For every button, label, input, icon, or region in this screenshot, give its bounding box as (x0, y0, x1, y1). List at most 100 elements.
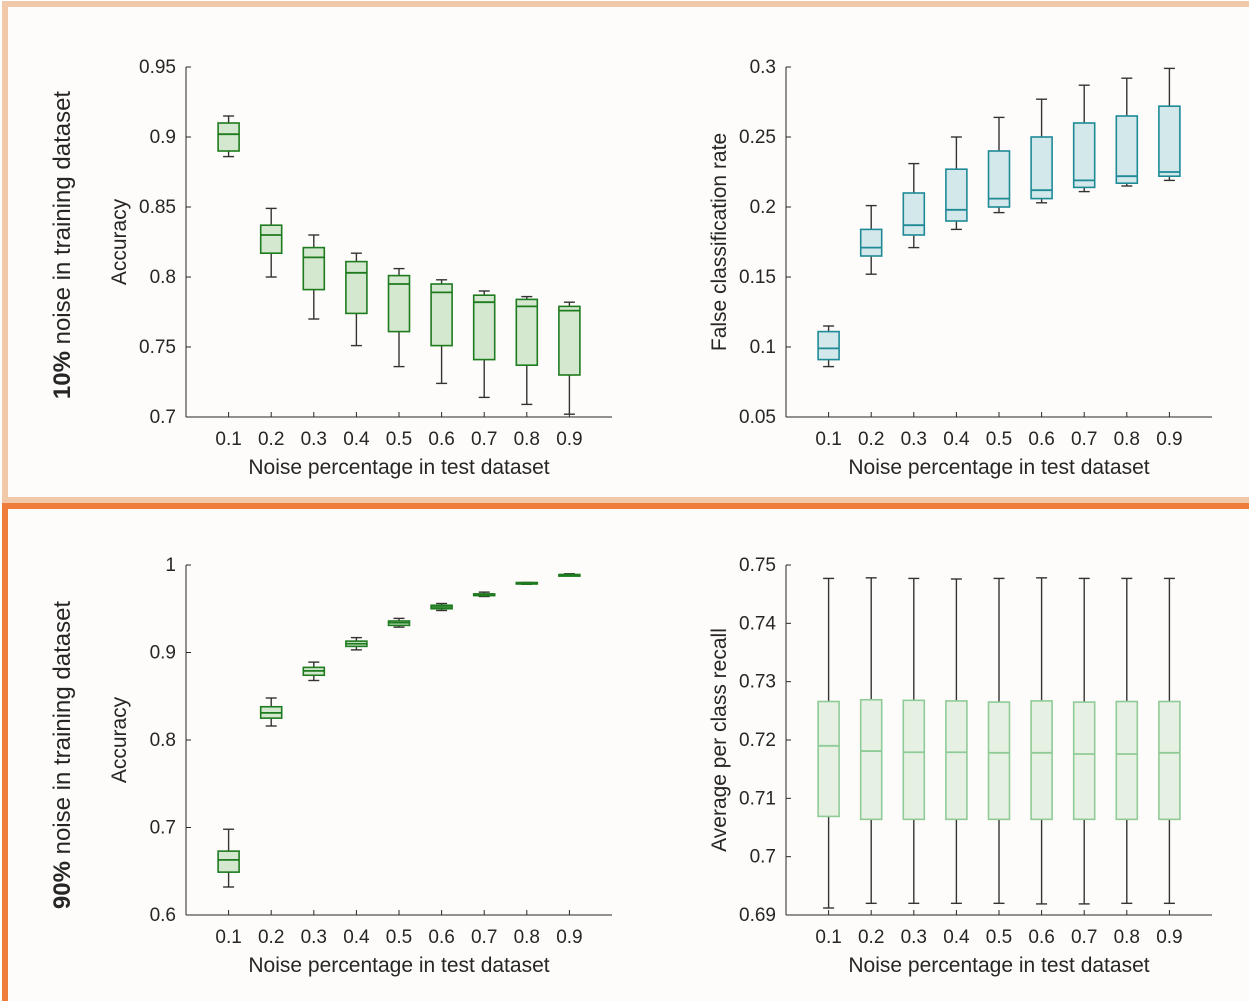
x-tick-label: 0.5 (986, 927, 1012, 948)
box-iqr (217, 122, 240, 152)
accuracy-boxplot-90pct: 0.6 0.7 0.8 0.9 1 0.1 0.2 0.3 0.4 0.5 0.6 0.7 0.8 0.9… (108, 555, 612, 977)
box-iqr (902, 192, 926, 236)
box-0.8 (515, 581, 539, 585)
y-tick-label: 0.95 (139, 57, 176, 78)
row-panel-bottom: 90% noise in training dataset (2, 503, 1249, 1001)
x-tick-label: 0.7 (1071, 429, 1097, 450)
box-0.2 (259, 697, 283, 727)
box-0.7 (472, 591, 496, 598)
x-tick-label: 0.1 (815, 927, 841, 948)
y-tick-label: 0.85 (139, 197, 176, 218)
box-iqr (859, 228, 883, 257)
x-tick-label: 0.2 (258, 927, 284, 948)
box-iqr (1115, 115, 1139, 184)
x-axis-title: Noise percentage in test dataset (248, 954, 549, 977)
box-0.8 (515, 295, 539, 406)
y-tick-label: 0.75 (139, 337, 176, 358)
x-tick-label: 0.7 (471, 927, 497, 948)
box-0.3 (902, 162, 926, 249)
box-iqr (558, 305, 581, 376)
y-tick-label: 0.74 (739, 613, 776, 634)
row-label-top: 10% noise in training dataset (49, 91, 76, 400)
x-tick-label: 0.2 (858, 927, 884, 948)
box-0.9 (1158, 67, 1181, 182)
x-tick-label: 0.3 (301, 927, 327, 948)
box-0.6 (1030, 577, 1053, 905)
box-iqr (1158, 105, 1181, 177)
box-0.2 (859, 577, 883, 905)
y-tick-label: 0.1 (750, 337, 776, 358)
box-0.6 (430, 602, 453, 612)
y-tick-label: 0.8 (150, 730, 176, 751)
box-0.7 (472, 290, 496, 399)
x-tick-label: 0.3 (901, 429, 927, 450)
box-iqr (945, 700, 968, 821)
box-iqr (515, 298, 539, 366)
y-tick-label: 0.7 (750, 847, 776, 868)
box-iqr (945, 168, 968, 222)
x-tick-label: 0.5 (386, 927, 412, 948)
y-tick-label: 0.69 (739, 905, 776, 926)
y-tick-label: 0.75 (739, 555, 776, 576)
x-tick-label: 0.9 (1156, 927, 1182, 948)
x-tick-label: 0.1 (215, 927, 241, 948)
box-iqr (1030, 136, 1053, 200)
x-axis-title: Noise percentage in test dataset (248, 456, 549, 479)
x-tick-label: 0.6 (428, 429, 454, 450)
box-iqr (1158, 700, 1181, 821)
x-axis-title: Noise percentage in test dataset (848, 456, 1149, 479)
x-tick-label: 0.6 (428, 927, 454, 948)
box-0.1 (817, 577, 840, 909)
x-tick-label: 0.4 (943, 927, 970, 948)
y-tick-label: 0.7 (150, 818, 176, 839)
box-0.5 (387, 617, 411, 628)
y-axis-title: Accuracy (108, 696, 131, 783)
box-0.7 (1072, 84, 1096, 193)
x-tick-label: 0.9 (556, 927, 582, 948)
box-0.5 (987, 577, 1011, 905)
x-tick-label: 0.4 (943, 429, 970, 450)
box-iqr (345, 260, 368, 315)
y-tick-label: 0.73 (739, 672, 776, 693)
box-iqr (430, 283, 453, 347)
accuracy-boxplot-10pct: 0.7 0.75 0.8 0.85 0.9 0.95 0.1 0.2 0.3 0.4 0.5 0.6 0… (108, 57, 612, 479)
x-tick-label: 0.1 (215, 429, 241, 450)
x-tick-label: 0.9 (1156, 429, 1182, 450)
box-0.9 (558, 301, 581, 415)
y-tick-label: 0.72 (739, 730, 776, 751)
box-0.1 (817, 325, 840, 368)
box-0.5 (987, 116, 1011, 214)
box-0.9 (1158, 577, 1181, 905)
box-iqr (1115, 700, 1139, 821)
y-tick-label: 0.9 (150, 127, 176, 148)
y-tick-label: 0.8 (150, 267, 176, 288)
box-0.6 (1030, 98, 1053, 204)
box-0.8 (1115, 77, 1139, 187)
box-iqr (902, 699, 926, 821)
box-iqr (987, 150, 1011, 208)
y-tick-label: 0.25 (739, 127, 776, 148)
x-axis-title: Noise percentage in test dataset (848, 954, 1149, 977)
box-iqr (817, 700, 840, 818)
row-label-bottom: 90% noise in training dataset (49, 601, 76, 910)
x-tick-label: 0.6 (1028, 429, 1054, 450)
y-tick-label: 0.3 (750, 57, 776, 78)
box-0.3 (302, 661, 326, 682)
y-tick-label: 0.7 (150, 407, 176, 428)
y-axis-title: False classification rate (708, 133, 731, 351)
x-tick-label: 0.8 (514, 927, 540, 948)
x-tick-label: 0.4 (343, 429, 370, 450)
y-axis-title: Average per class recall (708, 628, 731, 852)
y-tick-label: 0.2 (750, 197, 776, 218)
y-axis-title: Accuracy (108, 198, 131, 285)
box-0.4 (945, 578, 968, 905)
x-tick-label: 0.1 (815, 429, 841, 450)
row-label-bottom-text: noise in training dataset (49, 601, 76, 862)
box-iqr (387, 274, 411, 333)
box-iqr (1072, 122, 1096, 189)
y-tick-label: 0.05 (739, 407, 776, 428)
box-iqr (859, 698, 883, 821)
box-0.8 (1115, 577, 1139, 905)
y-tick-label: 0.71 (739, 788, 776, 809)
